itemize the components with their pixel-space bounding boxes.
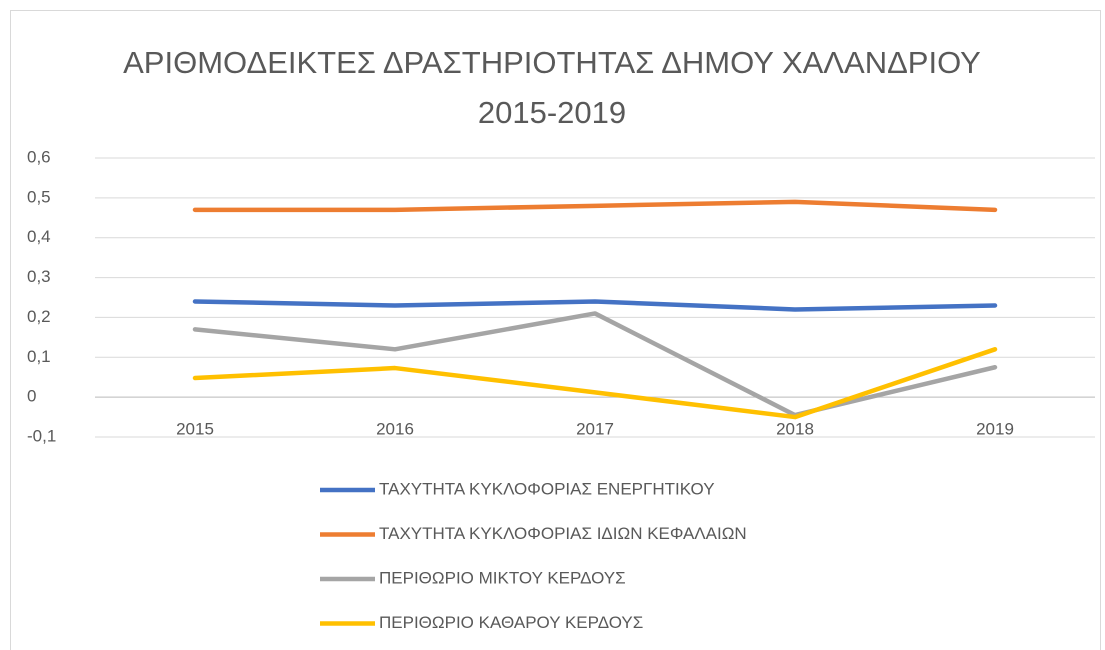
series-line bbox=[192, 199, 998, 213]
chart-border bbox=[10, 10, 1101, 650]
y-tick-label: 0,6 bbox=[27, 147, 51, 166]
x-tick-label: 2015 bbox=[176, 419, 214, 438]
y-tick-label: 0 bbox=[27, 387, 36, 406]
x-tick-label: 2018 bbox=[776, 419, 814, 438]
y-tick-label: 0,5 bbox=[27, 187, 51, 206]
legend-label: ΤΑΧΥΤΗΤΑ ΚΥΚΛΟΦΟΡΙΑΣ ΕΝΕΡΓΗΤΙΚΟΥ bbox=[379, 479, 715, 498]
y-tick-label: 0,3 bbox=[27, 267, 51, 286]
legend-label: ΠΕΡΙΘΩΡΙΟ ΚΑΘΑΡΟΥ ΚΕΡΔΟΥΣ bbox=[379, 613, 643, 632]
legend-label: ΠΕΡΙΘΩΡΙΟ ΜΙΚΤΟΥ ΚΕΡΔΟΥΣ bbox=[379, 568, 626, 587]
y-tick-label: 0,4 bbox=[27, 227, 51, 246]
chart-title: ΑΡΙΘΜΟΔΕΙΚΤΕΣ ΔΡΑΣΤΗΡΙΟΤΗΤΑΣ ΔΗΜΟΥ ΧΑΛΑΝ… bbox=[123, 45, 981, 130]
x-tick-label: 2019 bbox=[976, 419, 1014, 438]
series-line bbox=[192, 299, 998, 312]
y-tick-label: 0,1 bbox=[27, 347, 51, 366]
legend-label: ΤΑΧΥΤΗΤΑ ΚΥΚΛΟΦΟΡΙΑΣ ΙΔΙΩΝ ΚΕΦΑΛΑΙΩΝ bbox=[379, 524, 747, 543]
series-line bbox=[192, 347, 998, 420]
x-tick-label: 2017 bbox=[576, 419, 614, 438]
x-tick-label: 2016 bbox=[376, 419, 414, 438]
series-line bbox=[192, 311, 998, 418]
y-tick-label: -0,1 bbox=[27, 426, 56, 445]
y-tick-label: 0,2 bbox=[27, 307, 51, 326]
